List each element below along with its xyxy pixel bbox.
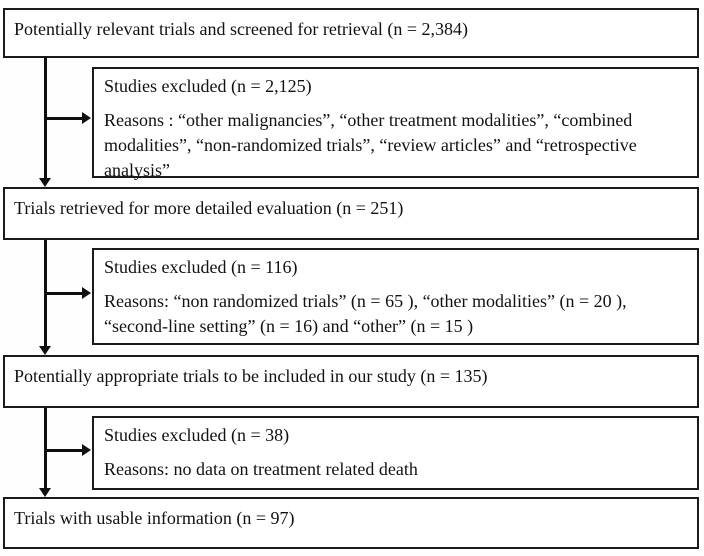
exclusion-box-3: Studies excluded (n = 38) Reasons: no da…: [92, 416, 699, 490]
arrow-right-icon-3: [82, 444, 91, 456]
exclusion-box-2: Studies excluded (n = 116) Reasons: “non…: [92, 248, 699, 345]
flow-box-appropriate: Potentially appropriate trials to be inc…: [3, 355, 699, 408]
flow-box-usable: Trials with usable information (n = 97): [3, 497, 699, 549]
arrow-down-icon-2: [39, 346, 51, 355]
flow-box-screened-label: Potentially relevant trials and screened…: [14, 19, 468, 39]
exclusion-box-1-title: Studies excluded (n = 2,125): [104, 76, 312, 96]
exclusion-box-2-reasons: Reasons: “non randomized trials” (n = 65…: [104, 291, 627, 336]
flow-box-screened: Potentially relevant trials and screened…: [3, 8, 699, 58]
flow-box-retrieved-label: Trials retrieved for more detailed evalu…: [14, 198, 404, 218]
branch-line-1: [44, 117, 82, 120]
arrow-down-icon-1: [39, 178, 51, 187]
branch-line-3: [44, 449, 82, 452]
branch-line-2: [44, 292, 82, 295]
flow-box-appropriate-label: Potentially appropriate trials to be inc…: [14, 366, 488, 386]
exclusion-box-1-reasons: Reasons : “other malignancies”, “other t…: [104, 110, 637, 180]
exclusion-box-3-reasons: Reasons: no data on treatment related de…: [104, 459, 418, 479]
flow-box-retrieved: Trials retrieved for more detailed evalu…: [3, 187, 699, 240]
arrow-right-icon-1: [82, 112, 91, 124]
flow-box-usable-label: Trials with usable information (n = 97): [14, 508, 295, 528]
exclusion-box-2-title: Studies excluded (n = 116): [104, 257, 298, 277]
exclusion-box-1: Studies excluded (n = 2,125) Reasons : “…: [92, 67, 699, 180]
arrow-down-icon-3: [39, 488, 51, 497]
arrow-right-icon-2: [82, 287, 91, 299]
exclusion-box-3-title: Studies excluded (n = 38): [104, 425, 290, 445]
